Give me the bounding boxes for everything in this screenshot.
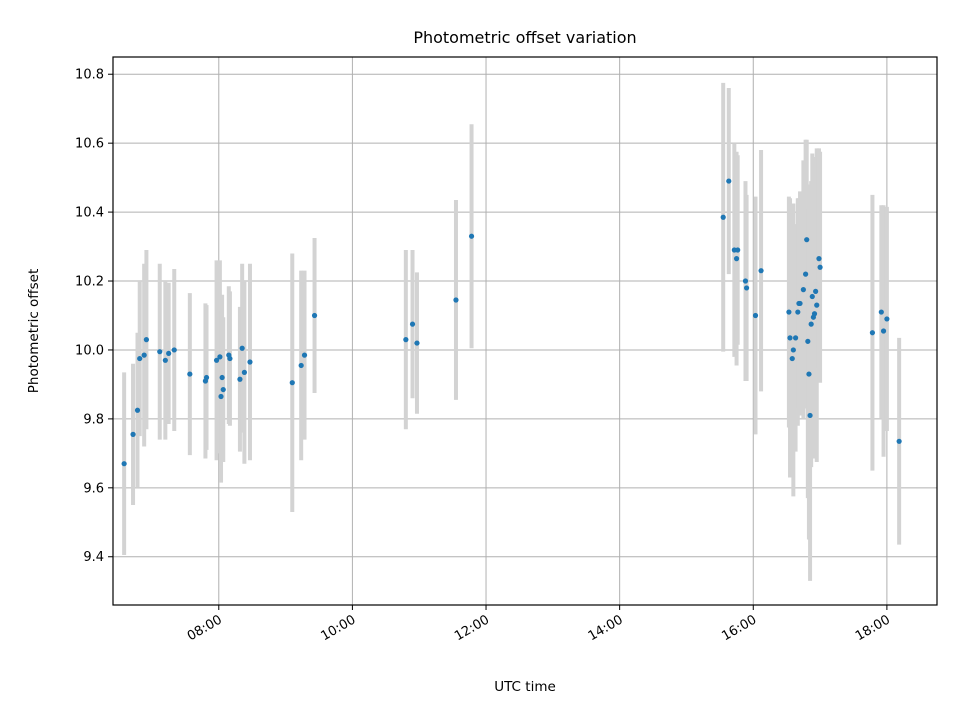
data-point [813, 288, 819, 294]
data-point [869, 330, 876, 336]
data-point [187, 371, 193, 377]
data-point [143, 337, 150, 343]
data-point [134, 407, 141, 413]
data-point [797, 300, 803, 307]
data-point [742, 278, 749, 284]
data-point [880, 328, 887, 334]
y-tick-label: 9.8 [83, 412, 104, 427]
data-point [790, 347, 796, 353]
data-point [203, 374, 210, 381]
data-point [130, 431, 136, 437]
data-point [803, 271, 809, 277]
data-point [816, 256, 822, 262]
data-point [809, 293, 815, 300]
data-point [289, 380, 295, 386]
data-point [752, 312, 759, 319]
data-point [162, 357, 168, 363]
data-point [807, 412, 813, 419]
data-point [157, 349, 163, 355]
data-point [800, 287, 806, 293]
data-point [743, 285, 750, 291]
data-point [806, 371, 812, 377]
data-point [141, 352, 147, 358]
data-point [726, 178, 732, 184]
data-point [795, 309, 801, 315]
data-point [220, 386, 226, 393]
data-point [409, 321, 416, 327]
x-axis-label: UTC time [494, 679, 556, 695]
data-point [311, 312, 318, 319]
data-points [121, 178, 902, 467]
data-point [787, 335, 793, 341]
data-point [814, 302, 820, 308]
data-point [227, 355, 233, 362]
data-point [218, 393, 224, 400]
y-axis-label: Photometric offset [26, 269, 42, 393]
data-point [896, 438, 902, 444]
data-point [758, 268, 764, 274]
data-point [789, 355, 795, 362]
data-point [403, 337, 409, 343]
data-point [817, 264, 823, 270]
data-point [171, 347, 177, 353]
data-point [241, 369, 247, 375]
data-point [811, 311, 818, 317]
data-point [786, 309, 792, 315]
chart-title: Photometric offset variation [413, 28, 636, 47]
data-point [414, 340, 420, 346]
y-tick-label: 10.0 [75, 343, 104, 358]
data-point [219, 374, 225, 381]
plot-frame [112, 56, 938, 606]
data-point [247, 359, 253, 365]
data-point [878, 309, 884, 315]
data-point [453, 297, 459, 303]
data-point [884, 316, 890, 322]
data-point [720, 214, 726, 220]
y-tick-label: 10.4 [75, 206, 104, 221]
y-tick-label: 9.4 [83, 550, 104, 565]
data-point [301, 352, 308, 358]
data-point [468, 233, 475, 239]
data-point [804, 237, 810, 243]
data-point [735, 247, 741, 253]
y-tick-label: 10.6 [75, 137, 104, 152]
data-point [298, 362, 304, 369]
data-point [137, 355, 143, 362]
y-tick-label: 10.8 [75, 68, 104, 83]
data-point [808, 321, 814, 327]
data-point [166, 350, 172, 357]
data-point [805, 338, 811, 344]
data-point [217, 354, 223, 360]
y-tick-label: 10.2 [75, 275, 104, 290]
y-tick-label: 9.6 [83, 481, 104, 496]
data-point [733, 256, 740, 262]
data-point [239, 345, 245, 351]
data-point [121, 461, 127, 467]
data-point [237, 376, 243, 382]
data-point [213, 357, 220, 363]
data-point [792, 335, 799, 341]
